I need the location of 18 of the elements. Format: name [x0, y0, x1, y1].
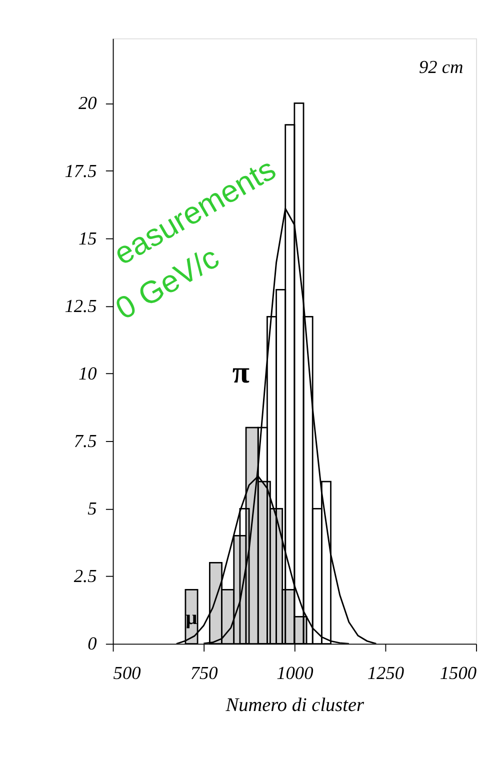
y-tick-label: 7.5 — [74, 431, 97, 452]
series-label: π — [232, 354, 250, 390]
y-tick-label: 10 — [78, 363, 97, 384]
y-tick-label: 17.5 — [64, 160, 97, 181]
y-tick-label: 20 — [78, 93, 97, 114]
y-tick-label: 12.5 — [64, 296, 97, 316]
annotation: 92 cm — [418, 57, 464, 78]
x-axis-title: Numero di cluster — [224, 695, 365, 716]
y-tick-label: 5 — [88, 498, 97, 519]
x-tick-label: 1000 — [276, 663, 314, 684]
y-tick-label: 0 — [88, 634, 97, 654]
series-label: μ — [186, 607, 198, 630]
y-tick-label: 2.5 — [74, 566, 97, 586]
x-tick-label: 500 — [113, 663, 141, 684]
x-tick-label: 1250 — [367, 663, 404, 684]
x-tick-label: 750 — [190, 663, 218, 684]
x-tick-label: 1500 — [440, 663, 477, 684]
y-tick-label: 15 — [78, 228, 97, 248]
